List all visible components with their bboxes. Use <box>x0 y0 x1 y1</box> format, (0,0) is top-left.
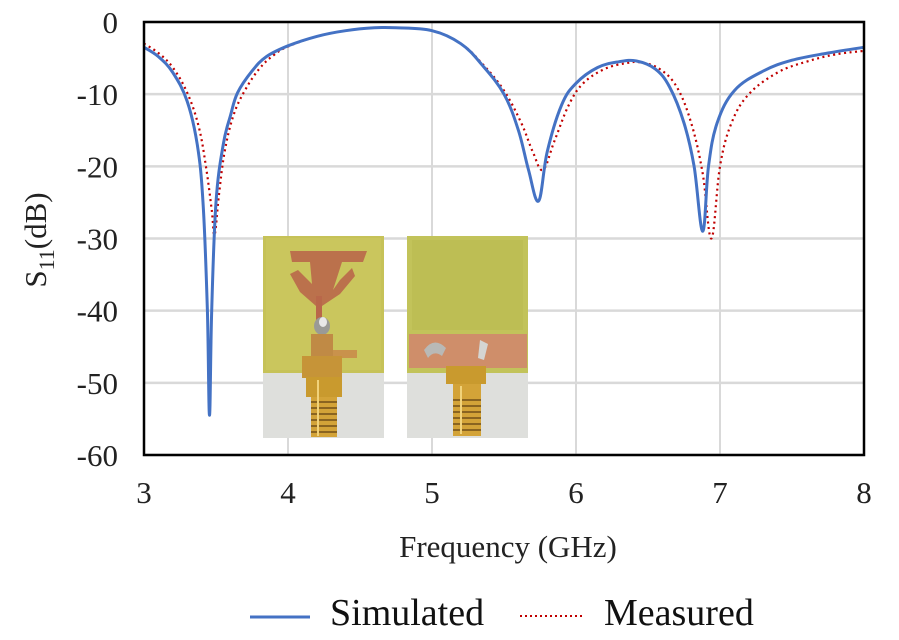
legend-simulated-label: Simulated <box>330 592 484 634</box>
x-tick-label: 5 <box>424 475 440 510</box>
x-tick-label: 8 <box>856 475 872 510</box>
y-tick-label: -50 <box>77 366 118 401</box>
x-tick-label: 7 <box>712 475 728 510</box>
series-lines <box>143 25 865 417</box>
legend: Simulated Measured <box>250 592 754 634</box>
x-axis-ticks: 3 4 5 6 7 8 <box>136 475 872 510</box>
x-tick-label: 6 <box>568 475 584 510</box>
y-tick-label: -10 <box>77 77 118 112</box>
antenna-back-photo <box>407 236 528 438</box>
y-tick-label: -60 <box>77 438 118 473</box>
x-tick-label: 3 <box>136 475 152 510</box>
y-axis-ticks: 0 -10 -20 -30 -40 -50 -60 <box>77 5 118 473</box>
y-tick-label: -30 <box>77 222 118 257</box>
y-tick-label: 0 <box>103 5 119 40</box>
x-axis-title: Frequency (GHz) <box>399 529 617 564</box>
y-axis-title-sub: 11 <box>34 249 59 270</box>
antenna-front-photo <box>263 236 384 438</box>
y-tick-label: -20 <box>77 149 118 184</box>
plot-frame <box>142 20 866 457</box>
series-measured-line <box>143 26 865 240</box>
y-axis-title: S11(dB) <box>18 192 59 287</box>
legend-measured-label: Measured <box>604 592 754 634</box>
series-simulated-line <box>143 25 865 417</box>
y-tick-label: -40 <box>77 294 118 329</box>
y-axis-title-unit: (dB) <box>18 192 53 249</box>
x-tick-label: 4 <box>280 475 296 510</box>
y-axis-title-main: S <box>18 270 53 287</box>
svg-text:S11(dB): S11(dB) <box>18 192 59 287</box>
